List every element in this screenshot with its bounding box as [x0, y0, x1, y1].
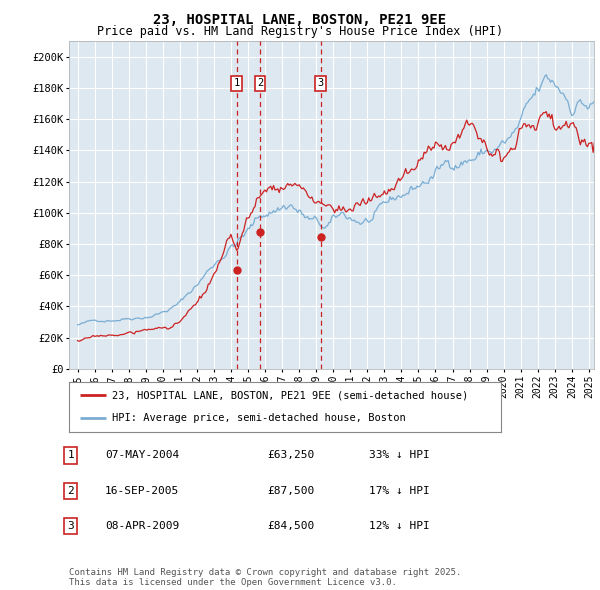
Text: 1: 1: [67, 451, 74, 460]
Text: 2: 2: [257, 78, 263, 88]
Text: HPI: Average price, semi-detached house, Boston: HPI: Average price, semi-detached house,…: [112, 414, 406, 424]
Text: 23, HOSPITAL LANE, BOSTON, PE21 9EE: 23, HOSPITAL LANE, BOSTON, PE21 9EE: [154, 13, 446, 27]
Text: Contains HM Land Registry data © Crown copyright and database right 2025.
This d: Contains HM Land Registry data © Crown c…: [69, 568, 461, 587]
Text: £87,500: £87,500: [267, 486, 314, 496]
Text: 08-APR-2009: 08-APR-2009: [105, 522, 179, 531]
Text: 33% ↓ HPI: 33% ↓ HPI: [369, 451, 430, 460]
Text: £63,250: £63,250: [267, 451, 314, 460]
Text: 16-SEP-2005: 16-SEP-2005: [105, 486, 179, 496]
Text: 1: 1: [234, 78, 240, 88]
Text: 23, HOSPITAL LANE, BOSTON, PE21 9EE (semi-detached house): 23, HOSPITAL LANE, BOSTON, PE21 9EE (sem…: [112, 390, 469, 400]
Text: 07-MAY-2004: 07-MAY-2004: [105, 451, 179, 460]
Text: Price paid vs. HM Land Registry's House Price Index (HPI): Price paid vs. HM Land Registry's House …: [97, 25, 503, 38]
Text: 2: 2: [67, 486, 74, 496]
Text: 17% ↓ HPI: 17% ↓ HPI: [369, 486, 430, 496]
Text: 3: 3: [67, 522, 74, 531]
Text: £84,500: £84,500: [267, 522, 314, 531]
Text: 12% ↓ HPI: 12% ↓ HPI: [369, 522, 430, 531]
Text: 3: 3: [317, 78, 324, 88]
